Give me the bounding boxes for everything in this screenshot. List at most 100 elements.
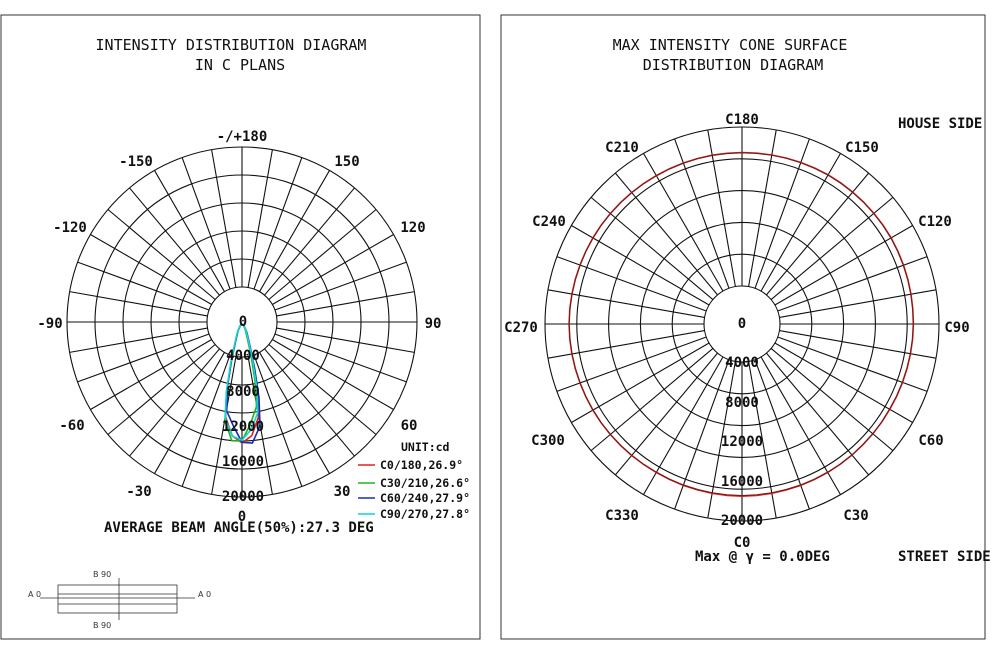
right-grid-spoke (571, 342, 710, 423)
left-grid-spoke (259, 352, 330, 474)
left-angle-label: -150 (119, 154, 153, 170)
right-grid-spoke (643, 153, 724, 292)
right-grid-spoke (760, 356, 841, 495)
right-tick-label: 8000 (725, 395, 759, 411)
legend-entry-0: C0/180,26.9° (380, 458, 463, 472)
left-grid-spoke (253, 157, 303, 290)
legend-entry-3: C90/270,27.8° (380, 507, 470, 521)
right-angle-label: C60 (918, 433, 943, 449)
chart-legend: C0/180,26.9° C30/210,26.6°C60/240,27.9° C9… (358, 458, 470, 521)
right-grid-spoke (614, 352, 718, 476)
orientation-rect (57, 584, 178, 614)
right-grid-spoke (779, 289, 937, 318)
legend-entry-2: C60/240,27.9° (380, 491, 470, 505)
left-grid-spoke (272, 234, 394, 305)
right-grid-spoke (748, 129, 777, 287)
left-tick-label: 0 (239, 314, 247, 330)
left-angle-label: -60 (59, 418, 84, 434)
legend-entry-1: C30/210,26.6° (380, 476, 470, 490)
right-grid-spoke (754, 138, 810, 289)
left-grid-spoke (69, 327, 208, 353)
right-grid-spoke (774, 225, 913, 306)
left-angle-label: 0 (238, 509, 246, 525)
left-grid-spoke (69, 291, 208, 317)
right-grid-spoke (547, 289, 705, 318)
cone-curve-1 (568, 152, 914, 497)
left-tick-label: 12000 (222, 419, 264, 435)
right-grid-spoke (770, 196, 894, 300)
right-grid-spoke (556, 256, 707, 312)
right-grid-spoke (766, 172, 870, 296)
right-title-line2: DISTRIBUTION DIAGRAM (643, 56, 824, 74)
left-grid-spoke (268, 344, 377, 435)
street-side-label: STREET SIDE (898, 549, 991, 565)
left-radial-tick-labels: 0 4000 8000 12000 16000 20000 (222, 314, 264, 505)
right-title-line1: MAX INTENSITY CONE SURFACE (613, 36, 848, 54)
left-tick-label: 20000 (222, 489, 264, 505)
right-grid-spoke (770, 348, 894, 452)
left-grid-spoke (274, 333, 407, 383)
left-tick-label: 16000 (222, 454, 264, 470)
left-title-line1: INTENSITY DISTRIBUTION DIAGRAM (96, 36, 367, 54)
right-grid-spoke (674, 359, 730, 510)
right-angle-labels: C0 C30 C60 C90 C120 C150 C180 C210 C240 C270 C300 C… (504, 112, 970, 551)
left-angle-label: 150 (334, 154, 359, 170)
left-grid-spoke (90, 234, 212, 305)
orientation-b-bottom: B 90 (93, 621, 111, 630)
beam-angle-text: AVERAGE BEAM ANGLE(50%):27.3 DEG (104, 520, 374, 536)
right-tick-label: 12000 (721, 434, 763, 450)
left-grid-spoke (211, 356, 237, 495)
left-angle-label: -90 (37, 316, 62, 332)
left-grid-spoke (247, 149, 273, 288)
left-grid-spoke (211, 149, 237, 288)
right-angle-label: C330 (605, 508, 639, 524)
left-grid-spoke (129, 187, 220, 296)
right-grid-spoke (748, 361, 777, 519)
right-radial-tick-labels: 0 4000 8000 12000 16000 20000 (721, 316, 763, 529)
right-angle-label: C270 (504, 320, 538, 336)
right-grid-spoke (777, 256, 928, 312)
orientation-b-top: B 90 (93, 570, 111, 579)
left-angle-label: -30 (126, 484, 151, 500)
left-title-line2: IN C PLANS (195, 56, 285, 74)
right-grid-spoke (614, 172, 718, 296)
left-grid-spoke (268, 209, 377, 300)
left-grid-spoke (107, 344, 216, 435)
right-grid-spoke (590, 348, 714, 452)
right-grid-spoke (760, 153, 841, 292)
right-tick-label: 16000 (721, 474, 763, 490)
right-tick-label: 4000 (725, 355, 759, 371)
right-grid-spoke (707, 361, 736, 519)
intensity-curve-3 (224, 323, 259, 442)
left-grid-spoke (274, 261, 407, 311)
left-angle-label: 120 (400, 220, 425, 236)
left-grid-spoke (129, 348, 220, 457)
right-angle-label: C120 (918, 214, 952, 230)
left-panel-frame (0, 14, 481, 640)
left-angle-label: 60 (401, 418, 418, 434)
left-tick-label: 4000 (226, 348, 260, 364)
left-grid-spoke (272, 339, 394, 410)
right-angle-label: C150 (845, 140, 879, 156)
left-tick-label: 8000 (226, 384, 260, 400)
right-angle-label: C300 (531, 433, 565, 449)
unit-label: UNIT:cd (401, 440, 450, 454)
left-grid-spoke (253, 354, 303, 487)
orientation-a-right: A 0 (198, 590, 211, 599)
left-intensity-curves (224, 323, 261, 445)
right-angle-label: C30 (843, 508, 868, 524)
right-grid-spoke (547, 330, 705, 359)
right-grid-spoke (777, 336, 928, 392)
right-angle-label: C180 (725, 112, 759, 128)
left-angle-label: -120 (53, 220, 87, 236)
right-tick-label: 20000 (721, 513, 763, 529)
right-grid-spoke (643, 356, 724, 495)
orientation-a-left: A 0 (28, 590, 41, 599)
left-grid-spoke (90, 339, 212, 410)
right-tick-label: 0 (738, 316, 746, 332)
left-grid-spoke (107, 209, 216, 300)
right-grid-spoke (571, 225, 710, 306)
max-intensity-text: Max @ γ = 0.0DEG (695, 549, 830, 565)
right-cone-curves (568, 151, 915, 498)
